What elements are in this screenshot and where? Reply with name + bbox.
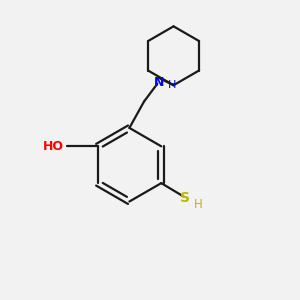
Text: S: S bbox=[180, 191, 190, 205]
Text: N: N bbox=[154, 76, 164, 89]
Text: H: H bbox=[194, 198, 202, 211]
Text: HO: HO bbox=[43, 140, 64, 153]
Text: H: H bbox=[168, 80, 176, 90]
